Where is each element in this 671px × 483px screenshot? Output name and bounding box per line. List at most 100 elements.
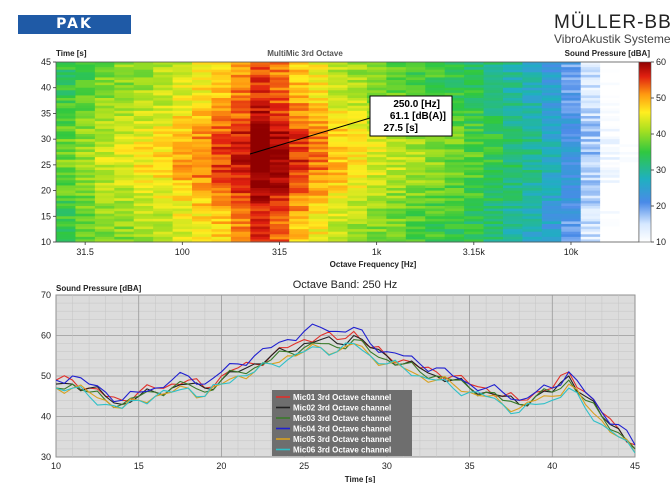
heatmap-cell: [541, 149, 562, 153]
heatmap-cell: [192, 213, 212, 217]
heatmap-cell: [561, 180, 582, 184]
heatmap-cell: [75, 80, 96, 84]
heatmap-cell: [619, 118, 640, 122]
heatmap-title: MultiMic 3rd Octave: [267, 49, 343, 58]
heatmap-cell: [153, 190, 174, 194]
heatmap-cell: [425, 236, 446, 240]
heatmap-cell: [347, 82, 368, 86]
heatmap-cell: [561, 188, 582, 192]
heatmap-cell: [444, 172, 465, 176]
heatmap-cell: [172, 175, 193, 179]
heatmap-cell: [56, 180, 76, 184]
heatmap-cell: [386, 195, 407, 199]
heatmap-cell: [541, 190, 562, 194]
heatmap-cell: [250, 116, 271, 120]
heatmap-cell: [561, 195, 582, 199]
heatmap-cell: [94, 218, 115, 222]
heatmap-cell: [56, 236, 76, 240]
heatmap-cell: [269, 121, 290, 125]
heatmap-cell: [444, 77, 465, 81]
heatmap-cell: [580, 177, 601, 181]
heatmap-cell: [133, 141, 154, 145]
heatmap-cell: [56, 136, 76, 140]
heatmap-cell: [541, 152, 562, 156]
heatmap-cell: [250, 211, 271, 215]
heatmap-cell: [522, 141, 543, 145]
heatmap-cell: [366, 157, 387, 161]
heatmap-cell: [541, 139, 562, 143]
heatmap-cell: [619, 108, 640, 112]
heatmap-cell: [502, 64, 523, 68]
heatmap-cell: [444, 128, 465, 132]
heatmap-cell: [75, 211, 96, 215]
heatmap-cell: [114, 118, 135, 122]
heatmap-cell: [192, 90, 212, 94]
heatmap-cell: [522, 193, 543, 197]
heatmap-cell: [250, 95, 271, 99]
heatmap-cell: [347, 198, 368, 202]
heatmap-cell: [133, 167, 154, 171]
heatmap-cell: [56, 229, 76, 233]
heatmap-cell: [133, 211, 154, 215]
heatmap-cell: [444, 236, 465, 240]
heatmap-cell: [153, 159, 174, 163]
heatmap-cell: [230, 182, 251, 186]
heatmap-cell: [172, 182, 193, 186]
heatmap-cell: [366, 175, 387, 179]
heatmap-cell: [347, 216, 368, 220]
heatmap-x-tick-label: 10k: [564, 247, 579, 257]
heatmap-cell: [114, 216, 135, 220]
heatmap-cell: [347, 190, 368, 194]
heatmap-cell: [308, 85, 329, 89]
heatmap-cell: [269, 87, 290, 91]
heatmap-cell: [56, 162, 76, 166]
heatmap-cell: [230, 190, 251, 194]
heatmap-cell: [522, 182, 543, 186]
heatmap-cell: [464, 234, 485, 238]
heatmap-cell: [386, 177, 407, 181]
heatmap-cell: [366, 152, 387, 156]
heatmap-cell: [133, 236, 154, 240]
heatmap-cell: [94, 126, 115, 130]
heatmap-cell: [75, 139, 96, 143]
heatmap-cell: [502, 234, 523, 238]
heatmap-cell: [56, 121, 76, 125]
heatmap-cell: [289, 67, 310, 71]
heatmap-cell: [561, 159, 582, 163]
heatmap-cell: [172, 64, 193, 68]
heatmap-cell: [114, 203, 135, 207]
heatmap-cell: [464, 92, 485, 96]
heatmap-cell: [172, 92, 193, 96]
heatmap-cell: [269, 172, 290, 176]
heatmap-cell: [483, 185, 504, 189]
heatmap-cell: [522, 203, 543, 207]
heatmap-cell: [483, 177, 504, 181]
heatmap-cell: [153, 206, 174, 210]
heatmap-cell: [153, 200, 174, 204]
heatmap-cell: [366, 200, 387, 204]
heatmap-cell: [347, 80, 368, 84]
heatmap-cell: [347, 87, 368, 91]
heatmap-cell: [619, 100, 640, 104]
heatmap-cell: [600, 62, 621, 66]
heatmap-cell: [75, 154, 96, 158]
heatmap-cell: [561, 154, 582, 158]
heatmap-cell: [483, 67, 504, 71]
heatmap-cell: [289, 193, 310, 197]
heatmap-cell: [405, 226, 426, 230]
heatmap-cell: [172, 144, 193, 148]
heatmap-cell: [328, 62, 348, 66]
heatmap-cell: [405, 144, 426, 148]
heatmap-cell: [347, 72, 368, 76]
heatmap-cell: [619, 175, 640, 179]
heatmap-cell: [619, 126, 640, 130]
heatmap-cell: [192, 172, 212, 176]
legend-label: Mic06 3rd Octave channel: [293, 446, 391, 455]
heatmap-cell: [230, 164, 251, 168]
heatmap-cell: [580, 188, 601, 192]
heatmap-cell: [522, 82, 543, 86]
heatmap-cell: [94, 229, 115, 233]
heatmap-cell: [192, 218, 212, 222]
heatmap-cell: [328, 103, 348, 107]
heatmap-cell: [464, 175, 485, 179]
